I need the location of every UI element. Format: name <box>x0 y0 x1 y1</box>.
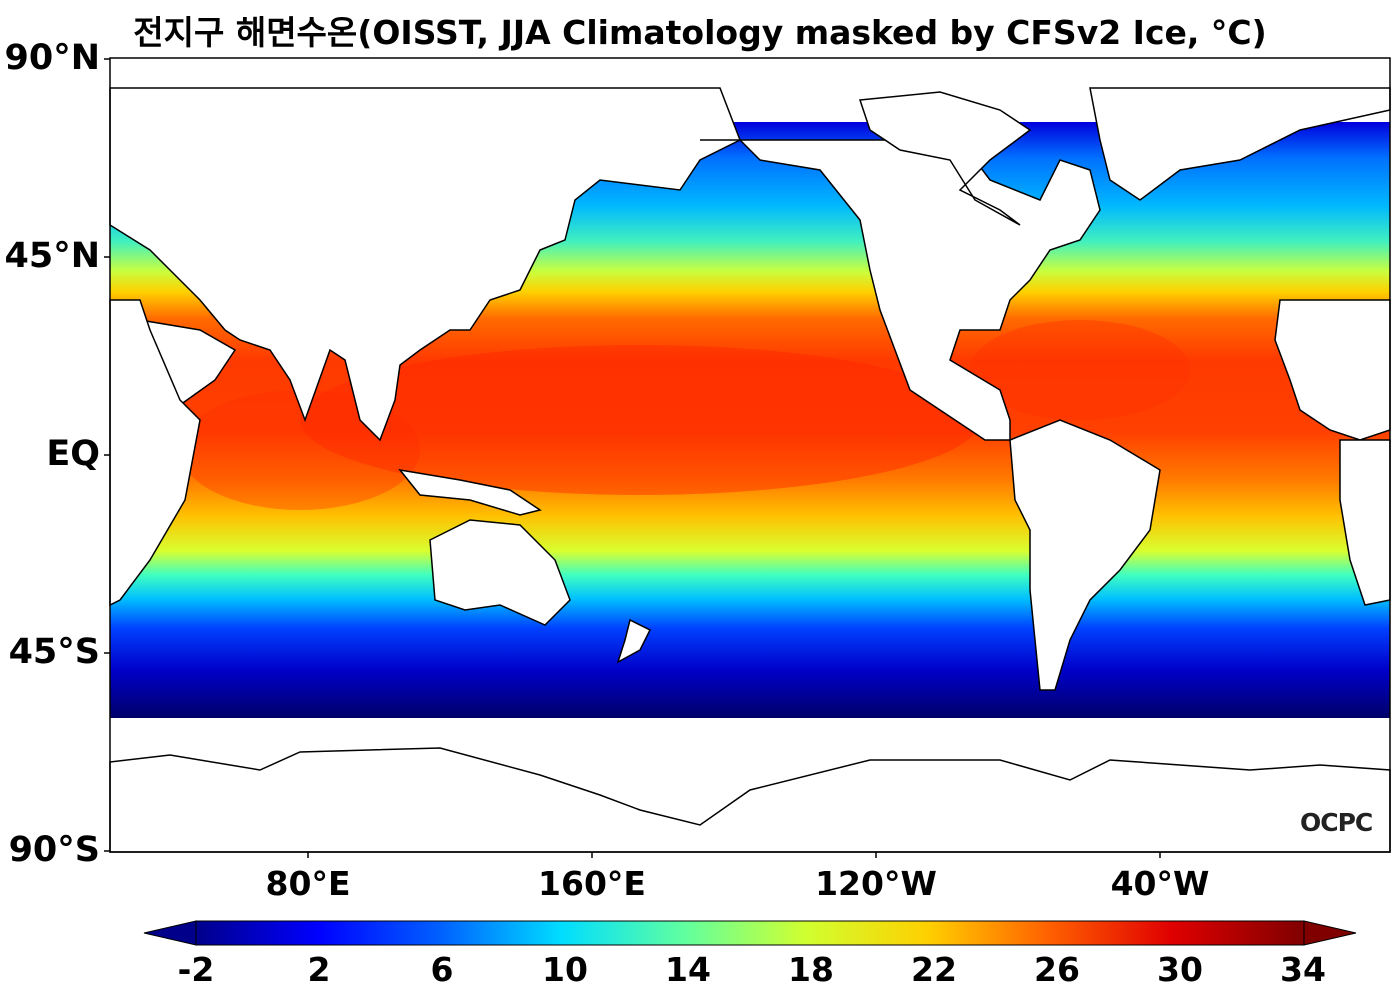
warm-pool-pacific <box>300 345 980 495</box>
colorbar-tick-label: 14 <box>665 950 711 989</box>
lon-ticks <box>307 852 1161 858</box>
arctic-islands-land <box>858 91 1032 226</box>
south-america-land <box>1009 419 1161 691</box>
colorbar-body <box>195 920 1305 946</box>
eurasia-land <box>109 87 741 442</box>
colorbar-tick-label: 26 <box>1034 950 1080 989</box>
colorbar <box>143 920 1357 946</box>
land-masses <box>109 87 1391 853</box>
new-zealand-land <box>616 618 652 664</box>
lon-label-80e: 80°E <box>265 864 351 903</box>
lat-label-45n: 45°N <box>4 236 101 276</box>
colorbar-tick-label: 34 <box>1280 950 1326 989</box>
lon-label-40w: 40°W <box>1110 864 1210 903</box>
indonesia-land <box>398 468 542 516</box>
ocpc-logo: OCPC <box>1300 808 1373 837</box>
colorbar-tick-label: 2 <box>307 950 331 989</box>
lat-label-45s: 45°S <box>8 632 100 672</box>
lat-label-90s: 90°S <box>8 830 100 870</box>
warm-pool-caribbean <box>970 320 1190 420</box>
australia-land <box>429 519 571 626</box>
africa-land <box>109 299 201 607</box>
colorbar-tick-label: 18 <box>788 950 834 989</box>
colorbar-extend-high <box>1303 920 1357 946</box>
lon-label-160e: 160°E <box>538 864 646 903</box>
colorbar-tick-label: 10 <box>542 950 588 989</box>
lon-label-120w: 120°W <box>815 864 937 903</box>
colorbar-tick-label: 30 <box>1157 950 1203 989</box>
colorbar-tick-label: 22 <box>911 950 957 989</box>
colorbar-tick-label: -2 <box>177 950 215 989</box>
map-title: 전지구 해면수온(OISST, JJA Climatology masked b… <box>133 13 1267 52</box>
colorbar-extend-low <box>143 920 197 946</box>
colorbar-tick-label: 6 <box>430 950 454 989</box>
antarctica-land <box>109 747 1391 853</box>
north-america-land <box>700 139 1101 441</box>
lat-label-90n: 90°N <box>4 38 101 78</box>
lat-label-eq: EQ <box>46 434 100 474</box>
lat-ticks <box>104 58 110 852</box>
